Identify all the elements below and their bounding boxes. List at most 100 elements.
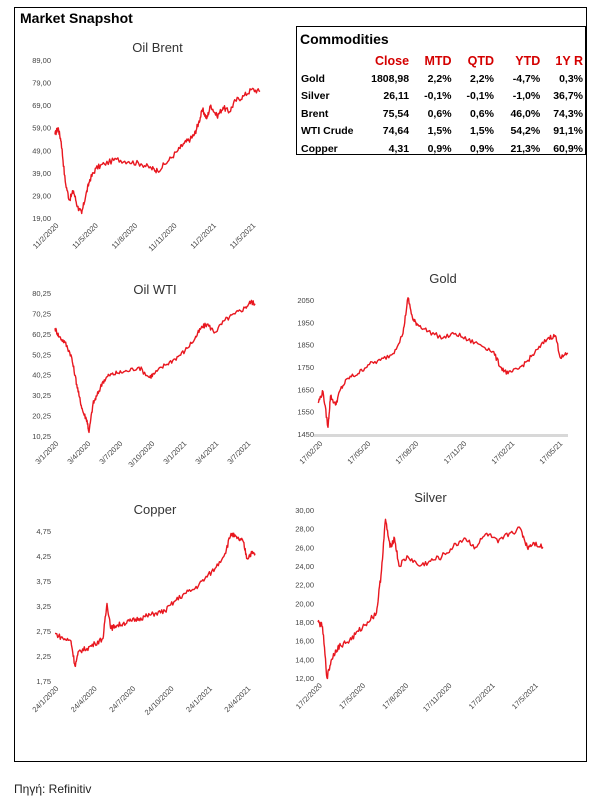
table-cell: 1,5% xyxy=(470,125,494,138)
commodity-name: WTI Crude xyxy=(301,125,354,138)
commodity-name: Brent xyxy=(301,107,329,120)
x-tick-label: 17/8/2020 xyxy=(380,681,410,711)
table-cell: 74,3% xyxy=(553,107,583,120)
table-cell: 0,9% xyxy=(427,142,452,155)
x-tick-label: 24/7/2020 xyxy=(107,684,137,714)
x-tick-label: 17/08/20 xyxy=(393,439,420,466)
x-tick-label: 24/10/2020 xyxy=(143,684,176,717)
page-title: Market Snapshot xyxy=(20,10,133,26)
y-tick-label: 4,75 xyxy=(36,527,51,536)
table-cell: 0,6% xyxy=(427,107,452,120)
x-tick-label: 3/1/2021 xyxy=(161,439,188,466)
table-cell: 91,1% xyxy=(553,125,583,138)
chart-title: Copper xyxy=(134,502,177,517)
snapshot-frame xyxy=(14,7,587,762)
series-line xyxy=(54,299,256,434)
y-tick-label: 1,75 xyxy=(36,677,51,686)
y-tick-label: 1550 xyxy=(297,408,314,417)
commodities-title: Commodities xyxy=(300,31,389,47)
y-tick-label: 20,00 xyxy=(295,599,314,608)
table-row: Silver 26,11 -0,1% -0,1% -1,0% 36,7% xyxy=(299,88,585,106)
y-tick-label: 22,00 xyxy=(295,581,314,590)
header-cell: MTD xyxy=(424,53,452,68)
x-tick-label: 24/4/2021 xyxy=(222,684,252,714)
table-cell: 60,9% xyxy=(553,142,583,155)
header-cell: 1Y R xyxy=(555,53,583,68)
x-tick-label: 11/8/2020 xyxy=(110,221,140,251)
y-tick-label: 39,00 xyxy=(32,169,51,178)
x-tick-label: 11/5/2021 xyxy=(228,221,258,251)
table-cell: 0,3% xyxy=(559,72,583,85)
chart-title: Oil Brent xyxy=(132,40,183,55)
table-cell: 1808,98 xyxy=(371,72,410,85)
table-cell: 54,2% xyxy=(510,125,541,138)
table-header-row: Close MTD QTD YTD 1Y R xyxy=(299,51,585,70)
table-cell: 74,64 xyxy=(382,125,410,138)
y-tick-label: 1650 xyxy=(297,385,314,394)
x-tick-label: 11/5/2020 xyxy=(70,221,100,251)
y-tick-label: 2,25 xyxy=(36,652,51,661)
y-tick-label: 60,25 xyxy=(32,330,51,339)
chart-0: Oil Brent 19,00 29,00 39,00 49,00 59,00 69,00 7… xyxy=(31,40,261,253)
chart-1: Oil WTI 10,25 20,25 30,25 40,25 50,25 60,25 70,… xyxy=(32,282,256,469)
y-tick-label: 70,25 xyxy=(32,309,51,318)
commodities-table-panel: Commodities Close MTD QTD YTD 1Y R Gold … xyxy=(296,26,586,155)
y-tick-label: 50,25 xyxy=(32,350,51,359)
x-tick-label: 11/11/2020 xyxy=(146,221,178,253)
commodity-name: Gold xyxy=(301,72,325,85)
x-tick-label: 3/4/2021 xyxy=(193,439,220,466)
header-cell xyxy=(299,51,359,70)
y-tick-label: 18,00 xyxy=(295,618,314,627)
x-tick-label: 3/7/2020 xyxy=(97,439,124,466)
y-tick-label: 12,00 xyxy=(295,674,314,683)
y-tick-label: 1750 xyxy=(297,363,314,372)
y-tick-label: 89,00 xyxy=(32,56,51,65)
x-tick-label: 24/1/2020 xyxy=(30,684,60,714)
table-cell: 21,3% xyxy=(510,142,541,155)
y-tick-label: 1450 xyxy=(297,430,314,439)
table-cell: 36,7% xyxy=(553,90,583,103)
y-tick-label: 4,25 xyxy=(36,552,51,561)
chart-3: Copper 1,75 2,25 2,75 3,25 3,75 4,25 4,75 24/1/2… xyxy=(30,502,256,717)
commodities-table: Close MTD QTD YTD 1Y R Gold 1808,98 2,2%… xyxy=(299,51,585,158)
table-cell: 2,2% xyxy=(427,72,452,85)
series-line xyxy=(55,532,256,668)
table-row: Gold 1808,98 2,2% 2,2% -4,7% 0,3% xyxy=(299,70,585,88)
y-tick-label: 30,00 xyxy=(295,506,314,515)
x-tick-label: 17/05/21 xyxy=(537,439,564,466)
y-tick-label: 30,25 xyxy=(32,391,51,400)
x-tick-label: 17/5/2020 xyxy=(337,681,367,711)
header-cell: YTD xyxy=(515,53,541,68)
y-tick-label: 59,00 xyxy=(32,124,51,133)
series-line xyxy=(54,87,261,215)
y-tick-label: 49,00 xyxy=(32,146,51,155)
y-tick-label: 2050 xyxy=(297,296,314,305)
header-cell: Close xyxy=(375,53,410,68)
x-tick-label: 17/5/2021 xyxy=(510,681,540,711)
table-cell: -1,0% xyxy=(512,90,541,103)
x-tick-label: 17/02/21 xyxy=(489,439,516,466)
y-tick-label: 1850 xyxy=(297,341,314,350)
source-note: Πηγή: Refinitiv xyxy=(14,782,92,796)
commodity-name: Copper xyxy=(301,142,338,155)
y-tick-label: 80,25 xyxy=(32,289,51,298)
table-cell: 26,11 xyxy=(383,90,410,103)
table-row: WTI Crude 74,64 1,5% 1,5% 54,2% 91,1% xyxy=(299,123,585,141)
chart-title: Gold xyxy=(429,271,456,286)
y-tick-label: 29,00 xyxy=(32,191,51,200)
y-tick-label: 79,00 xyxy=(32,79,51,88)
x-tick-label: 17/2/2021 xyxy=(467,681,497,711)
chart-title: Oil WTI xyxy=(133,282,176,297)
y-tick-label: 19,00 xyxy=(32,214,51,223)
series-line xyxy=(317,297,569,428)
x-tick-label: 17/2/2020 xyxy=(294,681,324,711)
series-line xyxy=(317,518,544,680)
table-cell: 2,2% xyxy=(470,72,494,85)
y-tick-label: 24,00 xyxy=(295,562,314,571)
x-tick-label: 24/1/2021 xyxy=(184,684,214,714)
table-cell: 1,5% xyxy=(427,125,452,138)
x-tick-label: 17/11/20 xyxy=(442,439,469,466)
commodity-name: Silver xyxy=(301,90,330,103)
y-tick-label: 1950 xyxy=(297,318,314,327)
